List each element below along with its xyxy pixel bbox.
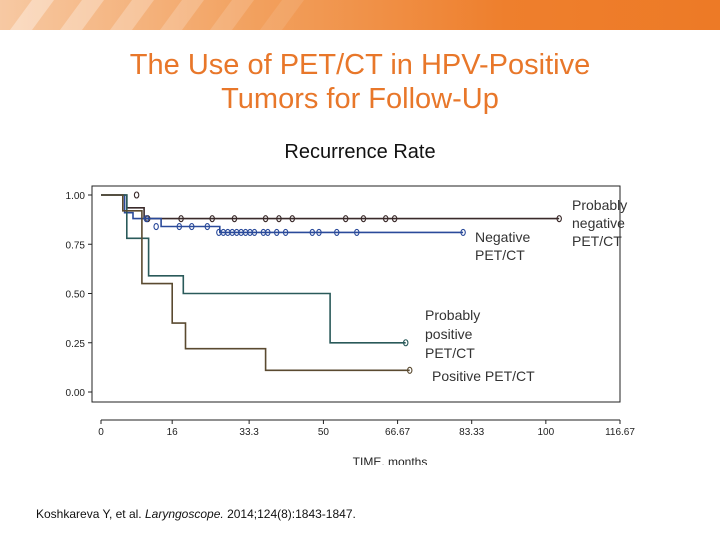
series-label: Negative: [475, 229, 530, 245]
censor-marker: [176, 222, 183, 231]
censor-marker: [460, 228, 466, 236]
citation-journal: Laryngoscope.: [144, 507, 224, 521]
y-tick-label: 0.50: [66, 290, 86, 301]
citation-details: 2014;124(8):1843-1847.: [227, 507, 356, 521]
slide-title: The Use of PET/CT in HPV-Positive Tumors…: [0, 48, 720, 116]
censor-marker: [316, 228, 322, 236]
banner-chevron-decoration: [10, 0, 304, 30]
censor-marker: [209, 215, 215, 223]
censor-marker: [188, 222, 195, 231]
series-label: negative: [572, 215, 625, 231]
km-recurrence-chart: 0.00 0.25 0.50 0.75 1.00 0 16 33.3 50 66.67 83.33 1…: [66, 185, 635, 465]
series-label: positive: [425, 326, 473, 342]
top-banner: [0, 0, 720, 30]
series-label: Probably: [572, 197, 627, 213]
censor-marker: [265, 228, 271, 236]
slide-title-line-1: The Use of PET/CT in HPV-Positive: [129, 49, 591, 81]
y-tick-label: 0.00: [66, 388, 86, 399]
series-label: PET/CT: [572, 233, 622, 249]
x-tick-label: 66.67: [385, 427, 410, 438]
censor-marker: [391, 215, 398, 223]
censor-marker: [402, 339, 409, 347]
x-axis-label: TIME, months: [353, 455, 428, 465]
series-line: [101, 194, 410, 372]
censor-marker: [556, 215, 562, 223]
censor-marker: [406, 366, 413, 374]
censor-marker: [282, 228, 289, 236]
x-tick-label: 83.33: [459, 427, 484, 438]
chart-subtitle: Recurrence Rate: [284, 141, 436, 163]
censor-marker: [178, 215, 184, 223]
censor-marker: [276, 215, 282, 223]
x-tick-label: 50: [318, 427, 330, 438]
series-line: [101, 194, 560, 220]
x-tick-label: 33.3: [239, 427, 259, 438]
x-tick-label: 116.67: [605, 427, 635, 438]
censor-marker: [153, 222, 159, 231]
censor-marker: [289, 215, 296, 223]
censor-marker: [342, 215, 349, 223]
x-tick-label: 16: [167, 427, 179, 438]
x-tick-label: 0: [98, 427, 104, 438]
y-tick-label: 0.75: [66, 240, 86, 251]
censor-marker: [354, 228, 360, 236]
censor-marker: [309, 228, 316, 236]
series-label: Probably: [425, 307, 480, 323]
censor-marker: [382, 215, 389, 223]
citation: Koshkareva Y, et al. Laryngoscope. 2014;…: [36, 507, 356, 521]
series-label: PET/CT: [475, 247, 525, 263]
censor-marker: [273, 228, 280, 236]
y-tick-label: 0.25: [66, 339, 86, 350]
censor-marker: [204, 222, 211, 231]
censor-marker: [251, 228, 258, 236]
censor-marker: [133, 191, 140, 199]
series-label: Positive PET/CT: [432, 368, 535, 384]
censor-marker: [360, 215, 367, 223]
censor-marker: [262, 215, 269, 223]
citation-authors: Koshkareva Y, et al.: [36, 507, 142, 521]
censor-marker: [334, 228, 340, 236]
censor-marker: [231, 215, 238, 223]
series-label: PET/CT: [425, 345, 475, 361]
series-line: [101, 194, 464, 234]
censor-marker: [143, 215, 150, 223]
series-line: [101, 194, 406, 344]
x-tick-label: 100: [538, 427, 555, 438]
slide-title-line-2: Tumors for Follow-Up: [221, 83, 499, 115]
y-tick-label: 1.00: [66, 191, 86, 202]
